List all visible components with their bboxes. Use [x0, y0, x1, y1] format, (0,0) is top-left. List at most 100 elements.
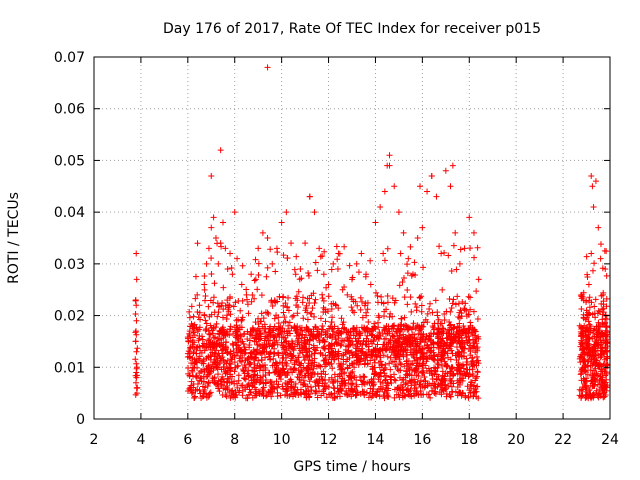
- data-point: [322, 361, 329, 368]
- data-point: [251, 384, 258, 391]
- data-point: [283, 347, 290, 354]
- data-point: [252, 276, 259, 283]
- data-point: [467, 245, 474, 252]
- data-point: [312, 333, 319, 340]
- data-point: [466, 342, 473, 349]
- x-axis-ticks: 2 4 6 8 10 12 14 16 18 20 22 24: [90, 57, 619, 448]
- data-point: [403, 337, 410, 344]
- data-point: [307, 384, 314, 391]
- data-point: [294, 310, 301, 317]
- data-points: [132, 64, 611, 402]
- data-point: [427, 336, 434, 343]
- data-point: [297, 379, 304, 386]
- data-point: [285, 369, 292, 376]
- data-point: [189, 368, 196, 375]
- data-point: [446, 295, 453, 302]
- data-point: [248, 271, 255, 278]
- data-point: [284, 255, 291, 262]
- data-point: [207, 368, 214, 375]
- data-point: [291, 266, 298, 273]
- data-point: [314, 379, 321, 386]
- data-point: [291, 323, 298, 330]
- data-point: [474, 369, 481, 376]
- data-point: [586, 304, 593, 311]
- data-point: [186, 372, 193, 379]
- data-point: [235, 298, 242, 305]
- data-point: [578, 392, 585, 399]
- data-point: [591, 260, 598, 267]
- data-point: [448, 388, 455, 395]
- data-point: [233, 317, 240, 324]
- data-point: [220, 284, 227, 291]
- x-tick-label: 4: [136, 432, 145, 448]
- data-point: [332, 301, 339, 308]
- data-point: [186, 328, 193, 335]
- data-point: [414, 349, 421, 356]
- data-point: [320, 271, 327, 278]
- data-point: [313, 363, 320, 370]
- data-point: [282, 334, 289, 341]
- data-point: [443, 342, 450, 349]
- data-point: [332, 377, 339, 384]
- data-point: [194, 328, 201, 335]
- data-point: [320, 344, 327, 351]
- data-point: [399, 386, 406, 393]
- data-point: [354, 341, 361, 348]
- data-point: [578, 370, 585, 377]
- data-point: [451, 323, 458, 330]
- data-point: [243, 286, 250, 293]
- data-point: [353, 330, 360, 337]
- data-point: [278, 219, 285, 226]
- data-point: [593, 389, 600, 396]
- data-point: [339, 286, 346, 293]
- data-point: [397, 367, 404, 374]
- data-point: [597, 345, 604, 352]
- data-point: [251, 338, 258, 345]
- data-point: [407, 243, 414, 250]
- data-point: [190, 381, 197, 388]
- data-point: [584, 273, 591, 280]
- data-point: [329, 354, 336, 361]
- data-point: [387, 343, 394, 350]
- data-point: [418, 392, 425, 399]
- data-point: [280, 309, 287, 316]
- data-point: [227, 323, 234, 330]
- data-point: [306, 337, 313, 344]
- x-tick-label: 14: [367, 432, 385, 448]
- data-point: [194, 364, 201, 371]
- data-point: [386, 360, 393, 367]
- data-point: [208, 324, 215, 331]
- data-point: [317, 349, 324, 356]
- data-point: [597, 241, 604, 248]
- data-point: [280, 319, 287, 326]
- data-point: [392, 377, 399, 384]
- data-point: [205, 327, 212, 334]
- data-point: [276, 331, 283, 338]
- data-point: [376, 364, 383, 371]
- data-point: [296, 371, 303, 378]
- data-point: [316, 388, 323, 395]
- data-point: [420, 264, 427, 271]
- data-point: [132, 356, 139, 363]
- data-point: [374, 292, 381, 299]
- data-point: [132, 391, 139, 398]
- data-point: [188, 320, 195, 327]
- data-point: [257, 333, 264, 340]
- data-point: [262, 354, 269, 361]
- data-point: [328, 266, 335, 273]
- data-point: [285, 294, 292, 301]
- data-point: [603, 361, 610, 368]
- data-point: [258, 363, 265, 370]
- data-point: [473, 340, 480, 347]
- data-point: [329, 334, 336, 341]
- data-point: [364, 361, 371, 368]
- data-point: [473, 288, 480, 295]
- data-point: [373, 351, 380, 358]
- data-point: [418, 308, 425, 315]
- data-point: [389, 333, 396, 340]
- data-point: [274, 393, 281, 400]
- data-point: [338, 328, 345, 335]
- data-point: [301, 357, 308, 364]
- data-point: [281, 314, 288, 321]
- data-point: [271, 298, 278, 305]
